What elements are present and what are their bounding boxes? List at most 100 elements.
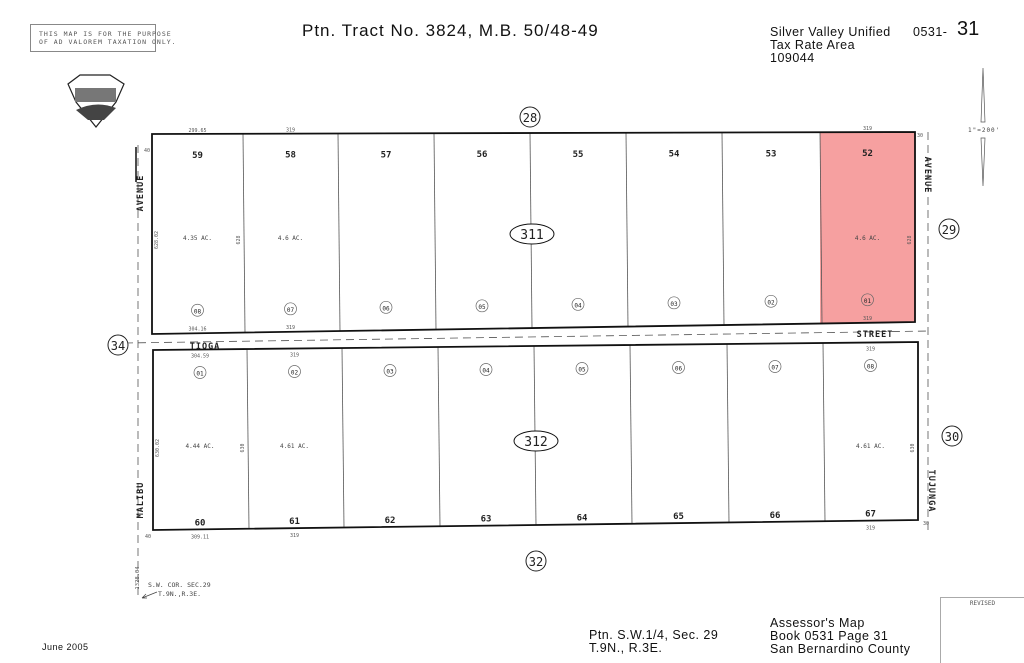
sub-number-circle: [288, 365, 301, 378]
corner-dimension: 40: [145, 534, 151, 540]
dimension-label: 630: [240, 443, 246, 452]
dimension-label: 628.02: [154, 231, 160, 249]
parcel-number: 55: [573, 150, 584, 160]
block-number: 311: [520, 228, 543, 243]
dimension-label: 319: [290, 533, 299, 539]
parcel-number: 53: [766, 149, 777, 159]
lot-line: [433, 133, 437, 330]
adjacent-page-number: 34: [111, 339, 125, 353]
lot-line: [341, 348, 345, 528]
corner-dimension: 30: [923, 521, 929, 527]
street-name: STREET: [857, 330, 894, 340]
acreage-label: 4.6 AC.: [278, 235, 303, 242]
sub-number-circle: [191, 303, 204, 317]
dimension-label: 319: [286, 128, 295, 134]
dimension-label: 628: [907, 235, 913, 244]
highlighted-parcel: [820, 132, 915, 324]
parcel-number: 66: [770, 511, 781, 521]
page-number: 31: [957, 18, 980, 40]
dimension-label: 319: [290, 353, 299, 359]
sub-number: 06: [675, 366, 683, 373]
survey-corner-label: S.W. COR. SEC.29: [148, 581, 211, 589]
dimension-label: 304.16: [188, 326, 206, 332]
sub-number: 02: [291, 370, 299, 377]
corner-dimension: 40: [144, 148, 150, 154]
lot-line: [437, 347, 441, 527]
dimension-label: 309.11: [191, 534, 209, 540]
parcel-number: 63: [481, 515, 492, 525]
section-label: Ptn. S.W.1/4, Sec. 29 T.9N., R.3E.: [589, 628, 719, 656]
assessor-label: Assessor's Map Book 0531 Page 31 San Ber…: [770, 616, 911, 657]
sub-number-circle: [475, 299, 489, 313]
block-number: 312: [524, 435, 547, 450]
adjacent-page-number: 29: [942, 223, 956, 237]
lot-line: [337, 133, 341, 332]
sub-number-circle: [672, 361, 685, 374]
acreage-label: 4.61 AC.: [280, 443, 309, 450]
sub-number: 02: [767, 299, 775, 306]
sub-number-circle: [479, 363, 493, 376]
sub-number: 06: [382, 305, 390, 312]
adjacent-page-circle: [519, 106, 541, 128]
sub-number-circle: [864, 359, 877, 372]
lot-line: [721, 132, 725, 326]
adjacent-page-number: 32: [529, 555, 543, 569]
book-number: 0531-: [913, 25, 948, 39]
sub-number-circle: [667, 296, 681, 310]
street-name: TIOGA: [190, 342, 221, 352]
parcel-number: 62: [385, 516, 396, 526]
street-name: MALIBU: [136, 482, 146, 519]
revised-box: REVISED: [940, 597, 1024, 663]
lot-line: [629, 345, 633, 524]
street-name: TUJUNGA: [926, 470, 936, 513]
sub-number: 04: [574, 302, 582, 309]
lot-line: [819, 132, 823, 324]
lot-line: [625, 132, 629, 327]
dimension-label: 319: [286, 325, 295, 331]
sub-number: 01: [196, 370, 204, 377]
sub-number-circle: [861, 293, 874, 307]
sub-number: 07: [771, 364, 779, 371]
lot-line: [242, 133, 246, 333]
seal-banner: [75, 88, 116, 102]
sub-number-circle: [575, 362, 589, 375]
sub-number: 05: [578, 367, 586, 374]
sub-number-circle: [383, 364, 397, 377]
dimension-label: 319: [866, 346, 875, 352]
dimension-label: 319: [866, 526, 875, 532]
adjacent-page-circle: [107, 334, 129, 356]
adjacent-page-circle: [941, 425, 963, 447]
parcel-number: 56: [477, 150, 488, 160]
parcel-number: 57: [381, 150, 392, 160]
dimension-label: 319: [863, 126, 872, 132]
lot-line: [726, 343, 730, 523]
sub-number-circle: [284, 302, 297, 316]
dimension-label: 630: [910, 443, 916, 452]
parcel-number: 61: [289, 517, 300, 527]
dimension-label: 319: [863, 316, 872, 322]
scale-arrow: [980, 137, 986, 187]
block-number-oval: [509, 223, 555, 245]
survey-distance: 1328.04: [135, 566, 141, 590]
street-name: AVENUE: [136, 175, 146, 212]
street-name: AVENUE: [922, 157, 932, 194]
parcel-number: 67: [865, 510, 876, 520]
sub-number-circle: [571, 297, 585, 311]
parcel-number: 65: [673, 512, 684, 522]
tax-rate-area: Silver Valley Unified Tax Rate Area 1090…: [770, 25, 891, 66]
survey-township-label: T.9N.,R.3E.: [158, 590, 201, 598]
dimension-label: 630.02: [155, 439, 161, 457]
sub-number: 08: [867, 363, 875, 370]
acreage-label: 4.44 AC.: [186, 443, 215, 450]
block-boundary: [152, 341, 919, 531]
block-boundary: [151, 131, 916, 335]
sub-number: 07: [287, 307, 295, 314]
parcel-number: 59: [192, 151, 203, 161]
sub-number: 01: [864, 298, 872, 305]
acreage-label: 4.6 AC.: [855, 235, 880, 242]
dimension-label: 304.59: [191, 353, 209, 359]
sub-number: 08: [194, 308, 202, 315]
acreage-label: 4.35 AC.: [183, 235, 212, 242]
parcel-number: 54: [669, 150, 680, 160]
